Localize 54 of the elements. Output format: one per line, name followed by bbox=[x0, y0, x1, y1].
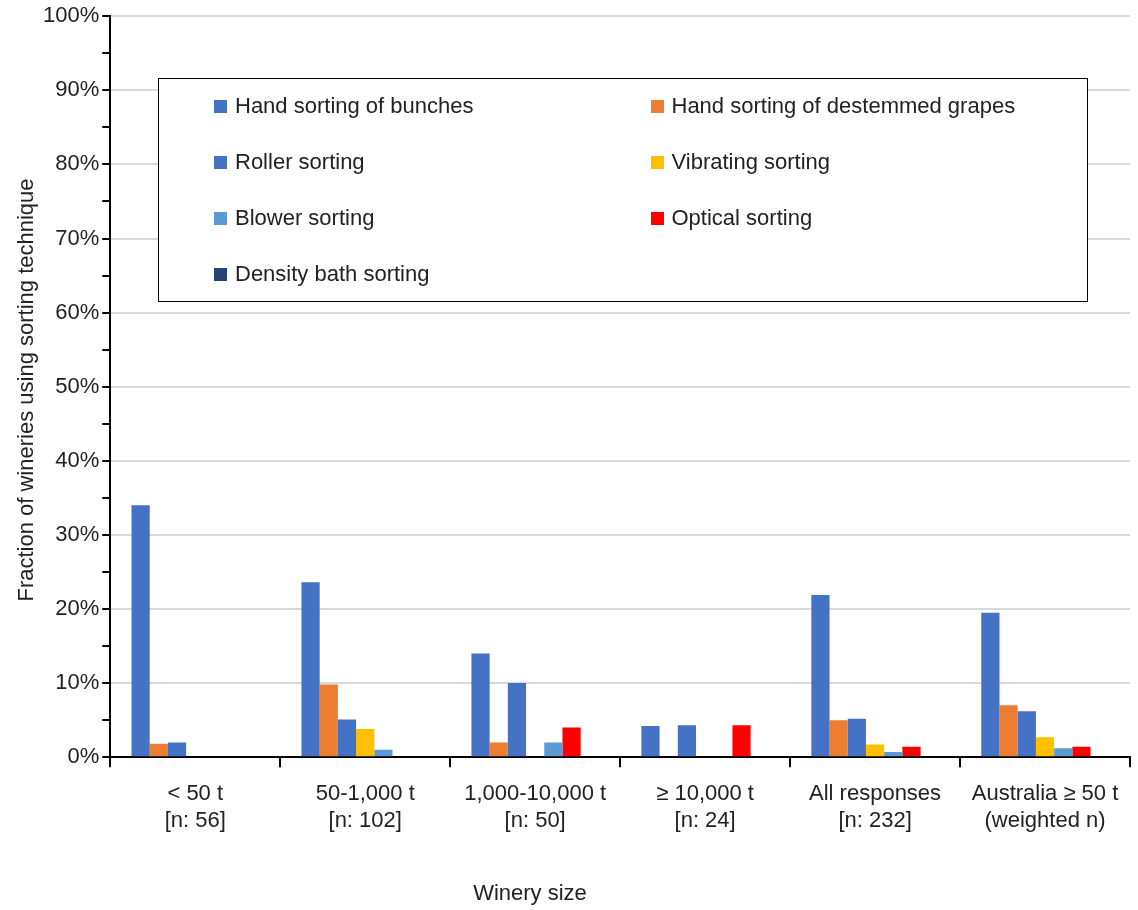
y-tick-label: 20% bbox=[55, 595, 100, 621]
bar bbox=[829, 720, 848, 757]
legend-label: Hand sorting of destemmed grapes bbox=[671, 93, 1016, 119]
y-tick-label: 40% bbox=[55, 446, 100, 472]
bar bbox=[1072, 746, 1091, 757]
legend-label: Hand sorting of bunches bbox=[235, 93, 474, 119]
x-tick-label: < 50 t [n: 56] bbox=[164, 780, 226, 832]
bar bbox=[471, 653, 490, 757]
y-tick-label: 70% bbox=[55, 224, 100, 250]
bar bbox=[902, 746, 921, 757]
bar bbox=[865, 744, 885, 757]
legend-label: Density bath sorting bbox=[235, 261, 430, 287]
y-tick-label: 100% bbox=[42, 2, 100, 28]
bar bbox=[167, 742, 187, 757]
bar bbox=[507, 683, 527, 757]
legend-label: Blower sorting bbox=[235, 205, 375, 231]
x-tick-label: ≥ 10,000 t [n: 24] bbox=[656, 780, 754, 832]
x-axis-title: Winery size bbox=[472, 880, 588, 906]
bar bbox=[301, 582, 320, 757]
x-tick-label: All responses [n: 232] bbox=[809, 780, 942, 832]
bar bbox=[562, 727, 581, 757]
bar bbox=[1054, 748, 1073, 757]
legend-label: Roller sorting bbox=[235, 149, 365, 175]
y-tick-label: 80% bbox=[55, 150, 100, 176]
y-tick-label: 90% bbox=[55, 76, 100, 102]
bar bbox=[677, 725, 697, 757]
y-tick-label: 10% bbox=[55, 669, 100, 695]
bar bbox=[641, 726, 660, 757]
y-tick-label: 60% bbox=[55, 298, 100, 324]
bar bbox=[489, 742, 508, 757]
bar bbox=[1017, 711, 1036, 757]
bar bbox=[374, 749, 393, 757]
bar bbox=[319, 684, 338, 757]
bar bbox=[811, 594, 830, 757]
bar bbox=[847, 718, 866, 757]
bar bbox=[356, 729, 375, 757]
y-tick-label: 30% bbox=[55, 520, 100, 546]
legend-label: Optical sorting bbox=[671, 205, 813, 231]
bar bbox=[131, 505, 150, 757]
bar bbox=[999, 705, 1018, 757]
bar bbox=[884, 752, 903, 757]
y-tick-label: 50% bbox=[55, 372, 100, 398]
bar bbox=[732, 725, 751, 757]
y-tick-label: 0% bbox=[67, 743, 100, 769]
bar bbox=[1035, 737, 1055, 757]
bar bbox=[337, 719, 357, 757]
x-tick-label: 1,000-10,000 t [n: 50] bbox=[464, 780, 607, 832]
x-tick-label: Australia ≥ 50 t (weighted n) bbox=[971, 780, 1119, 832]
y-axis-title: Fraction of wineries using sorting technique bbox=[13, 178, 39, 602]
x-tick-label: 50-1,000 t [n: 102] bbox=[315, 780, 415, 832]
bar bbox=[981, 612, 1000, 757]
bar bbox=[149, 743, 168, 757]
legend-label: Vibrating sorting bbox=[671, 149, 831, 175]
bar bbox=[544, 742, 563, 757]
